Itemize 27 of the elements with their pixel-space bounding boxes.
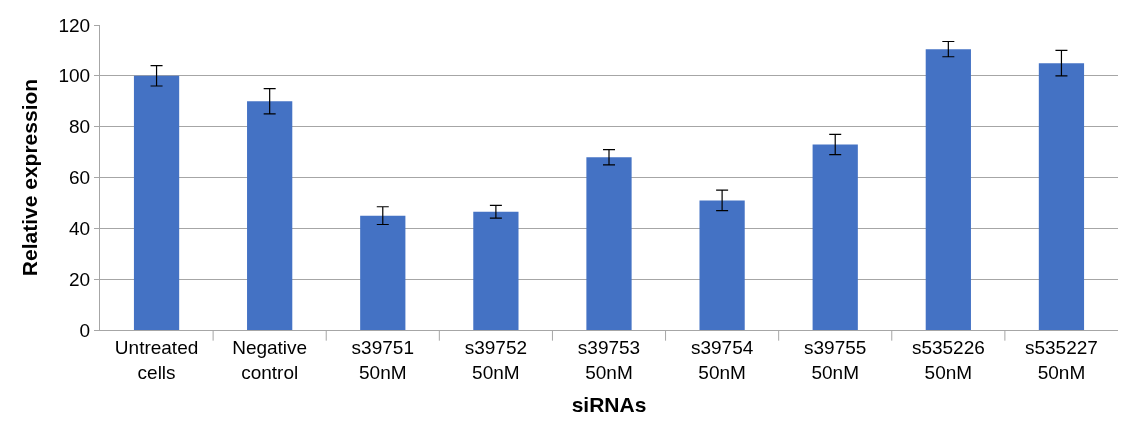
bar [247, 101, 293, 330]
y-tick-label: 80 [69, 116, 91, 138]
y-tick-label: 100 [58, 65, 91, 87]
bar [473, 211, 519, 330]
x-tick-label: s535226 50nM [911, 336, 985, 383]
x-tick-label: s535227 50nM [1024, 336, 1098, 383]
y-tick-label: 60 [69, 167, 91, 189]
x-tick-label: s39755 50nM [804, 336, 867, 383]
bar [925, 49, 971, 330]
y-tick-label: 40 [69, 217, 91, 239]
bar [699, 200, 745, 330]
bar [586, 157, 632, 330]
y-axis-title: Relative expression [17, 78, 41, 277]
bar [133, 75, 180, 330]
y-tick-label: 20 [69, 268, 91, 290]
y-tick-label: 120 [58, 14, 91, 36]
y-tick-label: 0 [79, 319, 91, 341]
bar [812, 144, 858, 330]
bar [360, 215, 406, 330]
x-tick-label: Untreated cells [114, 336, 199, 383]
x-axis-title: siRNAs [571, 392, 647, 416]
x-tick-label: Negative control [232, 336, 308, 383]
x-tick-label: s39753 50nM [577, 336, 641, 383]
x-tick-label: s39751 50nM [351, 336, 414, 383]
x-tick-label: s39752 50nM [464, 336, 528, 383]
x-tick-label: s39754 50nM [690, 336, 754, 383]
bar [1038, 63, 1085, 330]
